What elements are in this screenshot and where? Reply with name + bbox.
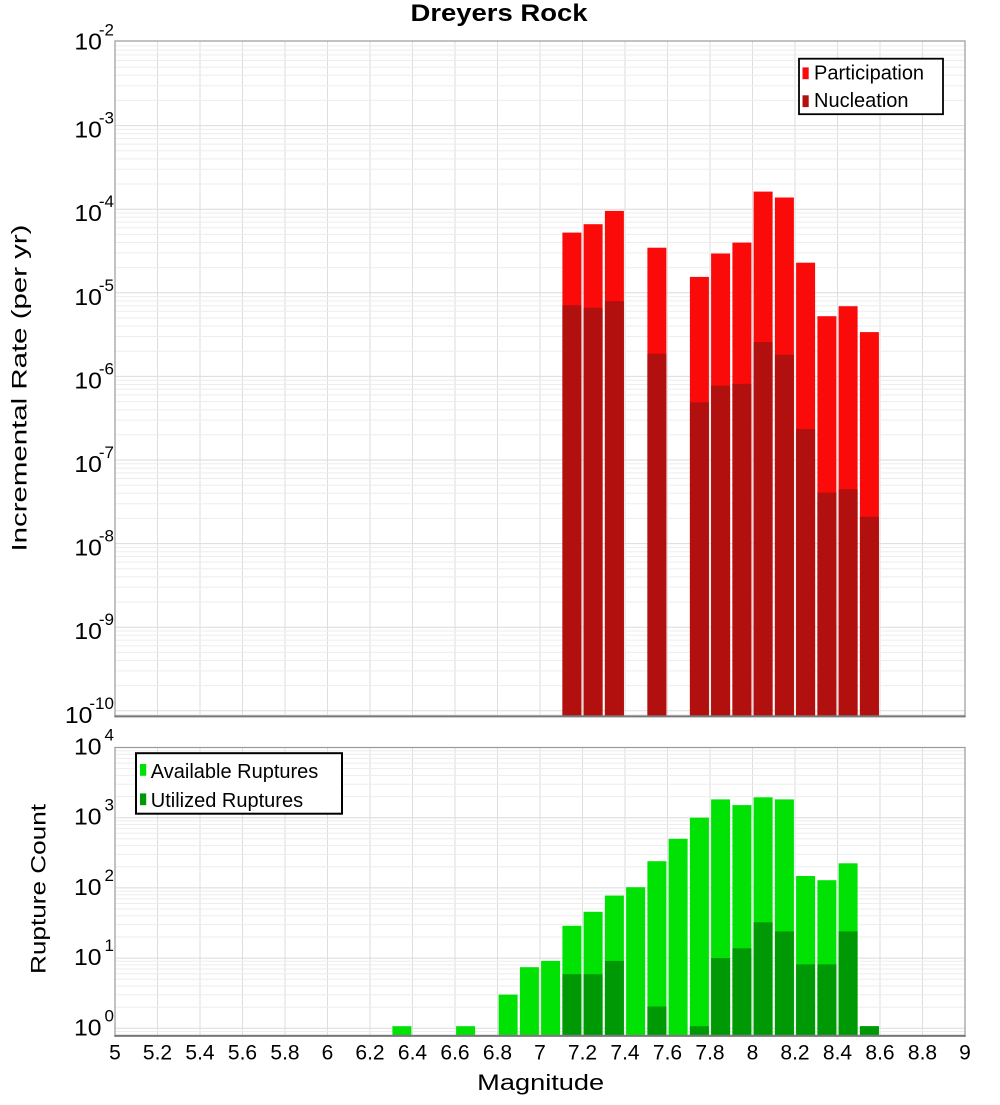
svg-text:Nucleation: Nucleation bbox=[814, 90, 909, 112]
svg-text:8: 8 bbox=[747, 1042, 759, 1065]
svg-text:5.4: 5.4 bbox=[185, 1042, 215, 1065]
svg-text:5.8: 5.8 bbox=[270, 1042, 299, 1065]
svg-text:-2: -2 bbox=[99, 21, 114, 40]
svg-text:Available Ruptures: Available Ruptures bbox=[151, 761, 319, 783]
svg-text:8.6: 8.6 bbox=[865, 1042, 894, 1065]
svg-text:2: 2 bbox=[105, 866, 114, 885]
svg-text:Participation: Participation bbox=[814, 62, 924, 84]
svg-text:Incremental Rate (per yr): Incremental Rate (per yr) bbox=[9, 225, 32, 552]
svg-text:10: 10 bbox=[74, 804, 102, 830]
svg-text:-7: -7 bbox=[99, 443, 114, 462]
svg-text:10: 10 bbox=[74, 734, 102, 760]
svg-text:Magnitude: Magnitude bbox=[477, 1070, 604, 1095]
svg-text:-8: -8 bbox=[99, 527, 114, 546]
svg-text:-5: -5 bbox=[99, 276, 114, 295]
svg-text:7: 7 bbox=[534, 1042, 546, 1065]
svg-text:6.4: 6.4 bbox=[398, 1042, 428, 1065]
svg-text:-6: -6 bbox=[99, 359, 114, 378]
svg-text:5: 5 bbox=[109, 1042, 121, 1065]
svg-text:Dreyers Rock: Dreyers Rock bbox=[411, 0, 589, 27]
svg-text:10: 10 bbox=[74, 284, 102, 310]
svg-text:10: 10 bbox=[74, 117, 102, 143]
svg-text:6.6: 6.6 bbox=[440, 1042, 469, 1065]
svg-text:Rupture Count: Rupture Count bbox=[28, 804, 51, 974]
svg-text:10: 10 bbox=[74, 535, 102, 561]
svg-text:-4: -4 bbox=[99, 192, 114, 211]
svg-text:8.8: 8.8 bbox=[908, 1042, 937, 1065]
svg-text:6.2: 6.2 bbox=[355, 1042, 384, 1065]
svg-text:9: 9 bbox=[959, 1042, 971, 1065]
svg-text:8.2: 8.2 bbox=[780, 1042, 809, 1065]
svg-text:8.4: 8.4 bbox=[823, 1042, 853, 1065]
svg-text:7.6: 7.6 bbox=[653, 1042, 682, 1065]
svg-text:10: 10 bbox=[74, 200, 102, 226]
svg-text:6: 6 bbox=[322, 1042, 334, 1065]
svg-text:0: 0 bbox=[105, 1006, 114, 1025]
svg-text:10: 10 bbox=[65, 702, 93, 728]
svg-text:7.8: 7.8 bbox=[695, 1042, 724, 1065]
svg-text:10: 10 bbox=[74, 874, 102, 900]
svg-text:10: 10 bbox=[74, 1014, 102, 1040]
svg-text:6.8: 6.8 bbox=[483, 1042, 512, 1065]
svg-text:4: 4 bbox=[105, 726, 114, 745]
svg-text:-9: -9 bbox=[99, 610, 114, 629]
svg-text:Utilized Ruptures: Utilized Ruptures bbox=[151, 790, 303, 812]
svg-text:1: 1 bbox=[105, 936, 114, 955]
svg-text:10: 10 bbox=[74, 944, 102, 970]
svg-text:-3: -3 bbox=[99, 109, 114, 128]
svg-text:10: 10 bbox=[74, 451, 102, 477]
svg-text:10: 10 bbox=[74, 29, 102, 55]
svg-text:-10: -10 bbox=[89, 694, 114, 713]
svg-text:7.2: 7.2 bbox=[568, 1042, 597, 1065]
svg-text:5.6: 5.6 bbox=[228, 1042, 257, 1065]
svg-text:10: 10 bbox=[74, 367, 102, 393]
svg-text:7.4: 7.4 bbox=[610, 1042, 640, 1065]
svg-text:5.2: 5.2 bbox=[143, 1042, 172, 1065]
svg-text:3: 3 bbox=[105, 796, 114, 815]
svg-text:10: 10 bbox=[74, 618, 102, 644]
